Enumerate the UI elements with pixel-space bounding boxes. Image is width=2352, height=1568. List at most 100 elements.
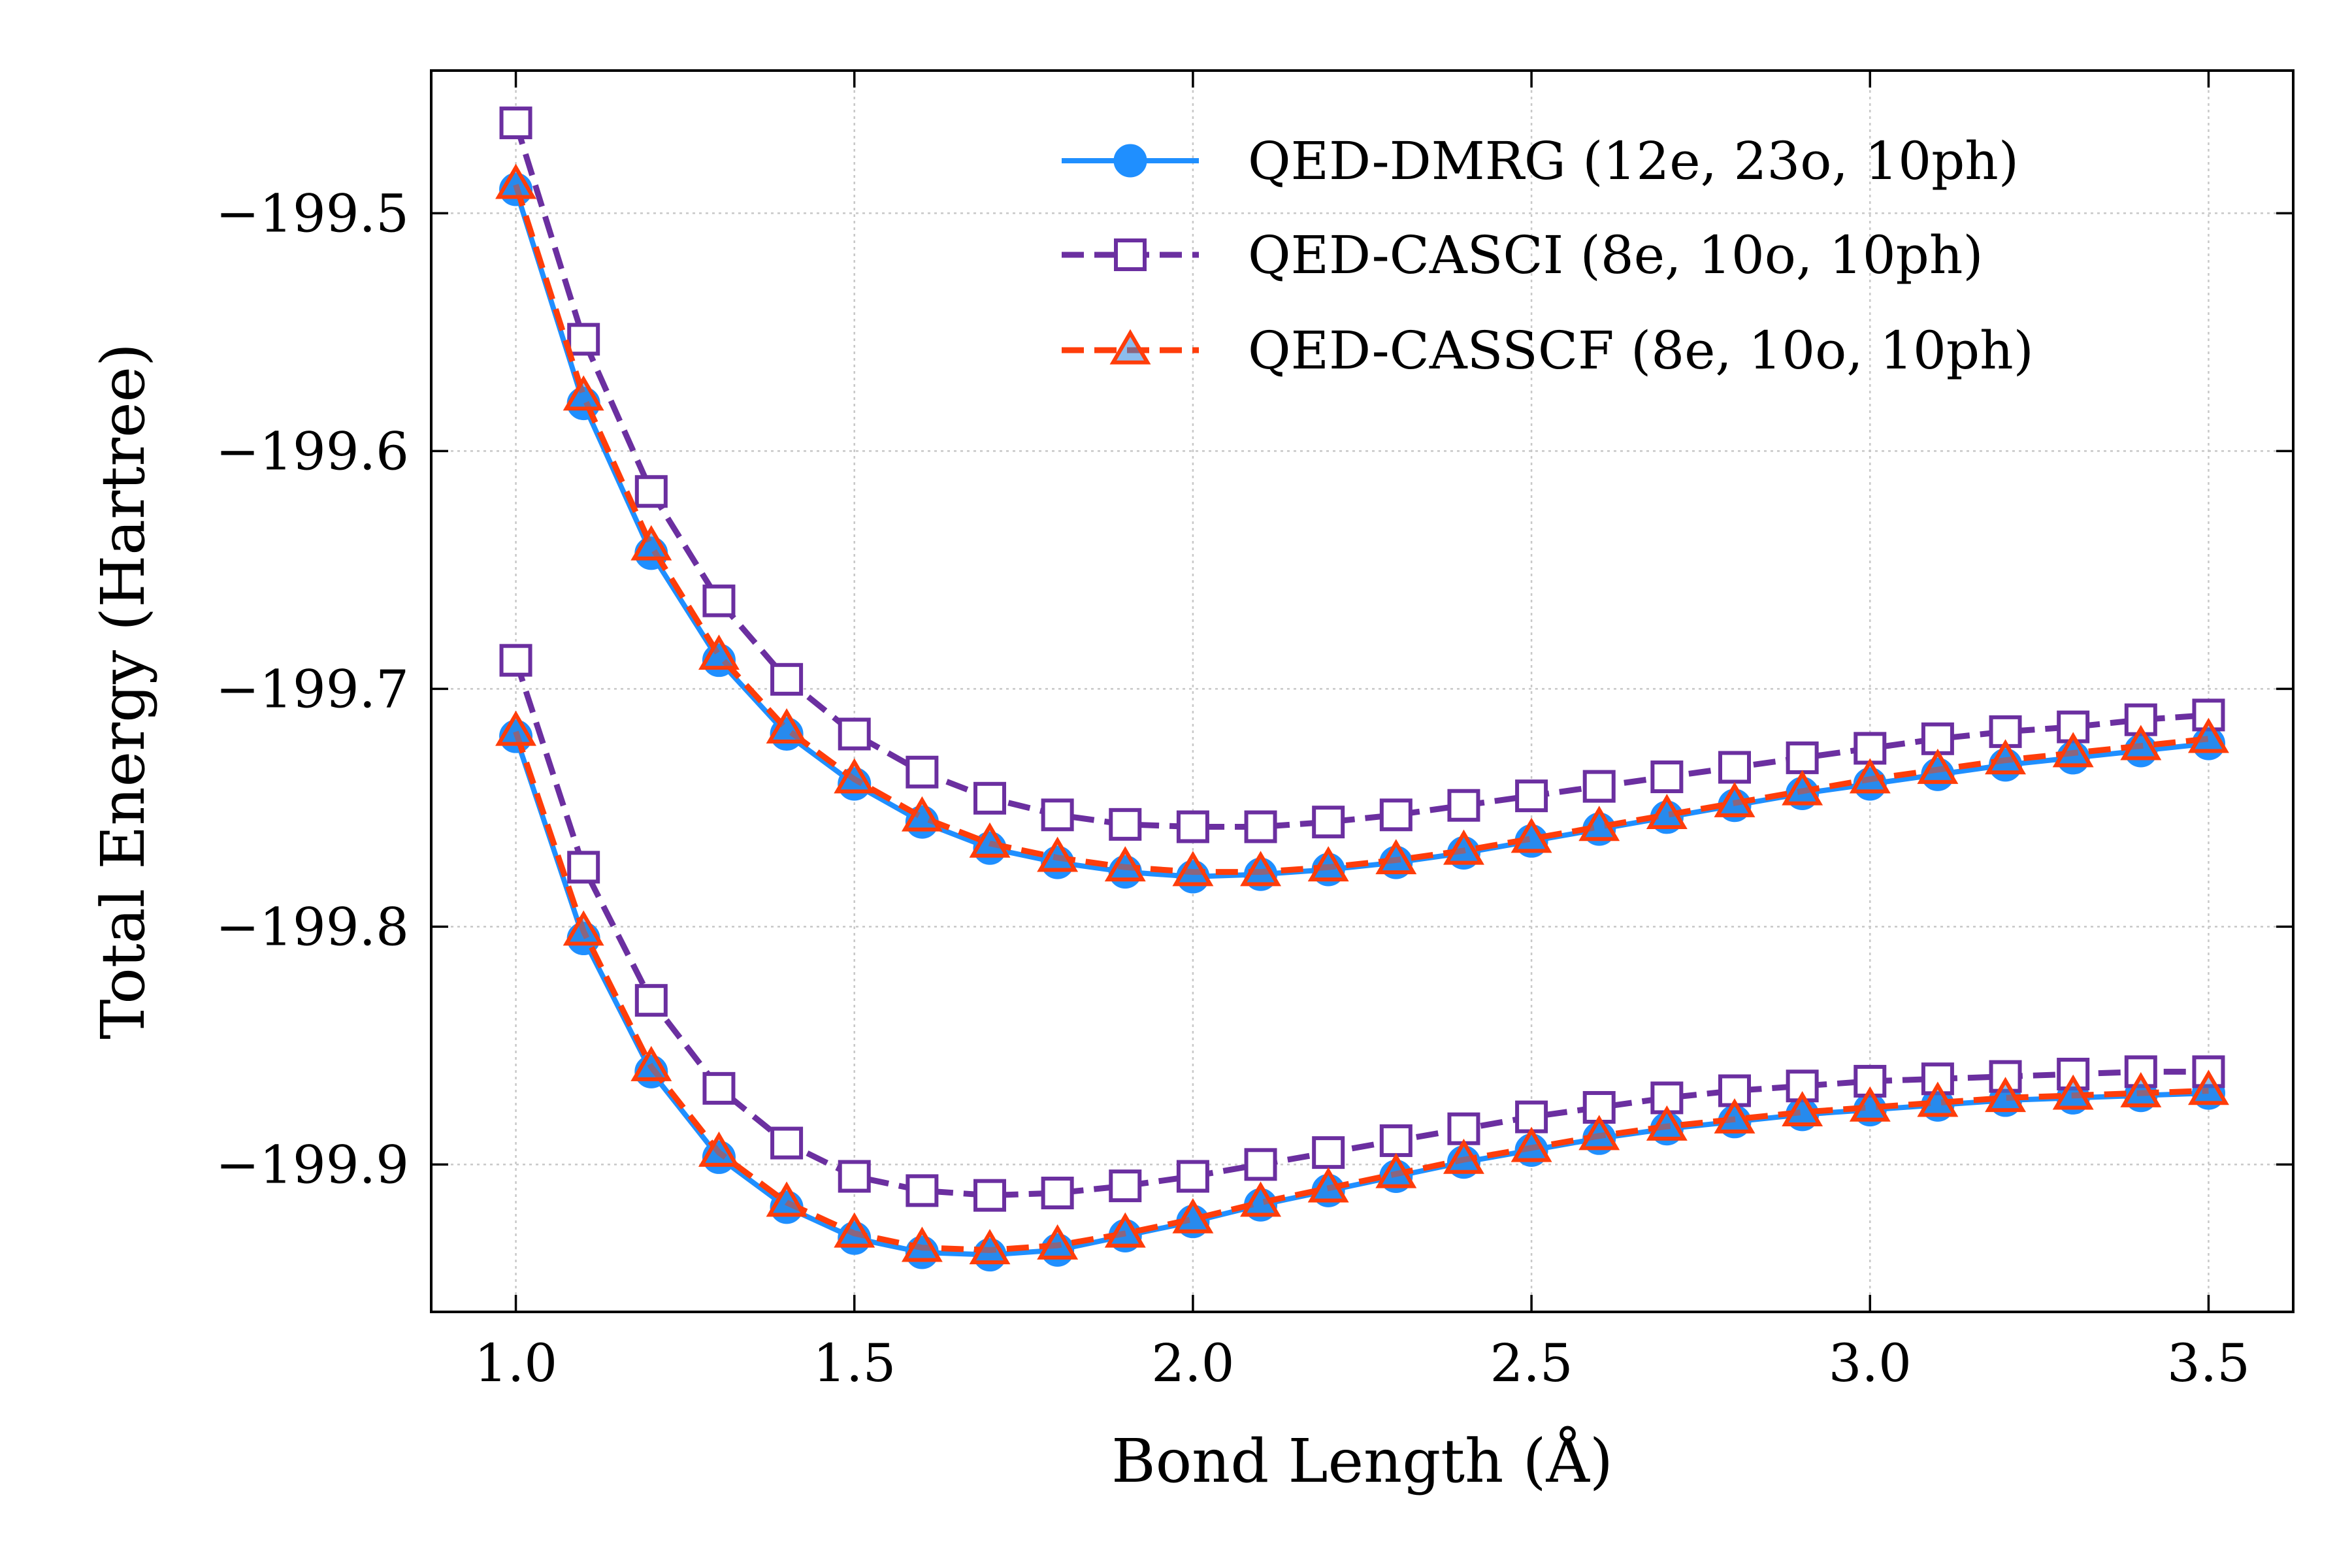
series-3-point [1782, 1091, 1823, 1127]
series-3-point [1104, 846, 1146, 882]
series-3-point [1375, 839, 1417, 875]
ticks: 1.0 1.5 2.0 2.5 3.0 3.5 −199.5 −199.6 −199.7 −199… [216, 71, 2293, 1394]
series-3-point [2052, 732, 2094, 768]
series-2-point [1515, 779, 1548, 813]
legend-label-2: QED-CASCI (8e, 10o, 10ph) [1248, 225, 1984, 286]
series-2-point [1244, 1148, 1277, 1181]
series-3-point [1917, 748, 1959, 784]
series-3-point [1578, 806, 1620, 841]
series-3-point [1104, 1212, 1146, 1248]
series-3-point [563, 375, 604, 411]
series-2-point [1786, 741, 1819, 774]
series-2-point [1379, 1124, 1413, 1157]
legend: QED-DMRG (12e, 23o, 10ph) QED-CASCI (8e, … [1062, 131, 2034, 381]
series-2-point [499, 644, 532, 677]
series-2-point [838, 717, 871, 751]
series-2-point [1650, 760, 1684, 794]
series-2-point [499, 106, 532, 140]
legend-marker-2 [1114, 238, 1147, 271]
series-3-point [1307, 846, 1349, 882]
legend-label-1: QED-DMRG (12e, 23o, 10ph) [1248, 131, 2019, 191]
series-2-point [838, 1160, 871, 1193]
series-3-point [901, 1226, 943, 1262]
series-3-point [2120, 725, 2162, 760]
series-2-point [1312, 1136, 1345, 1169]
series-2-point [973, 1179, 1006, 1212]
series-2-line-2 [513, 659, 2209, 1199]
series-3-point [1037, 836, 1079, 872]
y-tick-label: −199.7 [216, 659, 409, 719]
series-3-point [2052, 1074, 2094, 1110]
x-tick-label: 1.0 [474, 1333, 557, 1394]
series-3-point [1849, 1086, 1891, 1122]
x-tick-label: 2.5 [1490, 1333, 1573, 1394]
series-2-point [1582, 770, 1616, 803]
y-tick-label: −199.8 [216, 896, 409, 957]
series-3-point [1375, 1152, 1417, 1188]
series-2-point [2057, 1058, 2090, 1091]
series-2-point [1109, 808, 1142, 841]
legend-marker-3 [1109, 329, 1151, 365]
series-3-point [1240, 1181, 1282, 1217]
series-2-point [973, 781, 1006, 815]
series-2-point [1515, 1100, 1548, 1134]
series-2-point [770, 1126, 804, 1160]
series-3-point [1849, 758, 1891, 794]
series-3-point [2120, 1071, 2162, 1107]
series-3-point [1646, 794, 1688, 830]
series-3-point [1511, 817, 1552, 853]
y-tick-label: −199.9 [216, 1134, 409, 1195]
series-2-point [1718, 751, 1751, 784]
series-2-point [1379, 798, 1413, 832]
series-3-point [698, 634, 740, 670]
series-2-point [1312, 806, 1345, 839]
series-3 [495, 163, 2229, 1265]
series-2-point [702, 584, 736, 617]
series-2-point [567, 851, 600, 884]
series-3-point [630, 525, 672, 561]
series-3-point [1985, 739, 2027, 775]
series-2 [499, 106, 2225, 1212]
series-3-point [1037, 1224, 1079, 1260]
x-tick-label: 2.0 [1151, 1333, 1234, 1394]
series-3-point [834, 1212, 875, 1248]
series-2-point [1041, 798, 1074, 832]
series-2-point [1244, 810, 1277, 843]
series-2-point [634, 984, 668, 1017]
plot-area [495, 106, 2229, 1272]
x-tick-label: 3.5 [2167, 1333, 2250, 1394]
y-tick-label: −199.6 [216, 421, 409, 482]
series-3-point [1985, 1077, 2027, 1113]
legend-marker-1 [1113, 144, 1147, 178]
series-3-point [1578, 1115, 1620, 1151]
series-3-point [969, 822, 1011, 858]
series-3-point [1714, 781, 1756, 817]
legend-label-3: QED-CASSCF (8e, 10o, 10ph) [1248, 320, 2034, 381]
series-2-point [1041, 1177, 1074, 1210]
series-3-point [1714, 1098, 1756, 1134]
series-3-point [834, 758, 875, 794]
x-tick-label: 1.5 [813, 1333, 896, 1394]
series-2-point [634, 475, 668, 508]
series-3-point [2187, 717, 2229, 753]
y-axis-label: Total Energy (Hartree) [88, 343, 158, 1039]
axes-frame [430, 69, 2295, 1313]
series-3-point [2187, 1070, 2229, 1105]
series-3-point [1443, 1138, 1484, 1174]
series-3-point [630, 1045, 672, 1081]
series-3-point [766, 1181, 808, 1217]
series-3-point [495, 163, 537, 199]
series-3-point [1307, 1167, 1349, 1203]
series-3-point [1646, 1105, 1688, 1141]
series-2-point [567, 323, 600, 356]
series-2-point [1109, 1169, 1142, 1203]
series-2-point [1176, 1160, 1209, 1193]
series-3-point [495, 710, 537, 746]
series-2-point [702, 1071, 736, 1105]
series-3-point [901, 796, 943, 832]
series-3-point [1782, 770, 1823, 806]
series-3-point [766, 708, 808, 743]
series-3-point [1443, 829, 1484, 865]
